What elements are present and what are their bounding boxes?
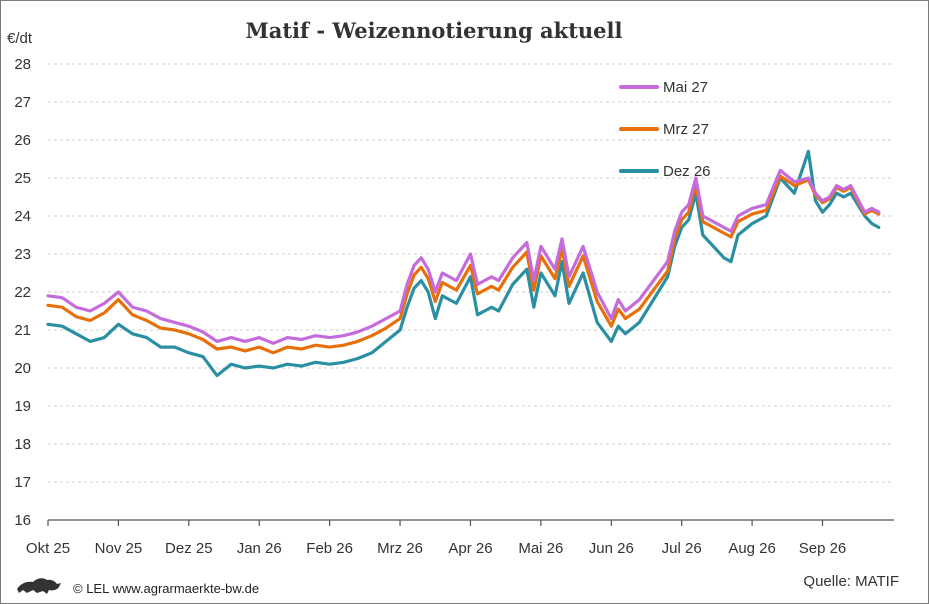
x-axis: Okt 25 Nov 25 Dez 25 Jan 26 Feb 26 Mrz 26 Apr … — [26, 519, 894, 557]
footer-credit: © LEL www.agrarmaerkte-bw.de — [73, 581, 259, 596]
legend-label: Mai 27 — [663, 79, 708, 96]
x-tick-label: Nov 25 — [95, 540, 143, 557]
x-tick-label: Apr 26 — [448, 540, 492, 557]
legend-label: Dez 26 — [663, 163, 711, 180]
x-tick-label: Mai 26 — [518, 540, 563, 557]
x-tick-label: Dez 25 — [165, 540, 213, 557]
legend: Mai 27 Mrz 27 Dez 26 — [619, 79, 711, 180]
y-axis-label: €/dt — [7, 30, 33, 47]
y-tick-label: 28 — [14, 56, 31, 73]
y-tick-label: 22 — [14, 284, 31, 301]
y-tick-label: 17 — [14, 474, 31, 491]
y-tick-label: 23 — [14, 246, 31, 263]
x-tick-label: Jun 26 — [589, 540, 634, 557]
y-tick-label: 25 — [14, 170, 31, 187]
series-line-mrz-27 — [46, 174, 881, 355]
chart-title: Matif - Weizennotierung aktuell — [245, 18, 622, 43]
x-tick-label: Okt 25 — [26, 540, 70, 557]
lion-logo-icon — [17, 578, 61, 594]
series-lines — [46, 149, 881, 378]
series-line-dez-26 — [46, 149, 881, 378]
y-tick-label: 19 — [14, 398, 31, 415]
x-tick-label: Feb 26 — [306, 540, 353, 557]
legend-label: Mrz 27 — [663, 121, 709, 138]
y-tick-label: 16 — [14, 512, 31, 529]
x-tick-label: Mrz 26 — [377, 540, 423, 557]
x-tick-label: Jul 26 — [662, 540, 702, 557]
y-tick-label: 27 — [14, 94, 31, 111]
footer-source: Quelle: MATIF — [803, 573, 899, 590]
y-tick-label: 20 — [14, 360, 31, 377]
y-tick-label: 18 — [14, 436, 31, 453]
series-line-mai-27 — [46, 168, 881, 345]
y-tick-label: 21 — [14, 322, 31, 339]
grid — [48, 63, 894, 483]
y-tick-label: 26 — [14, 132, 31, 149]
y-ticks: 16 17 18 19 20 21 22 23 24 25 26 27 28 — [14, 56, 31, 529]
x-tick-label: Aug 26 — [728, 540, 776, 557]
x-tick-label: Jan 26 — [237, 540, 282, 557]
y-tick-label: 24 — [14, 208, 31, 225]
x-tick-label: Sep 26 — [799, 540, 847, 557]
